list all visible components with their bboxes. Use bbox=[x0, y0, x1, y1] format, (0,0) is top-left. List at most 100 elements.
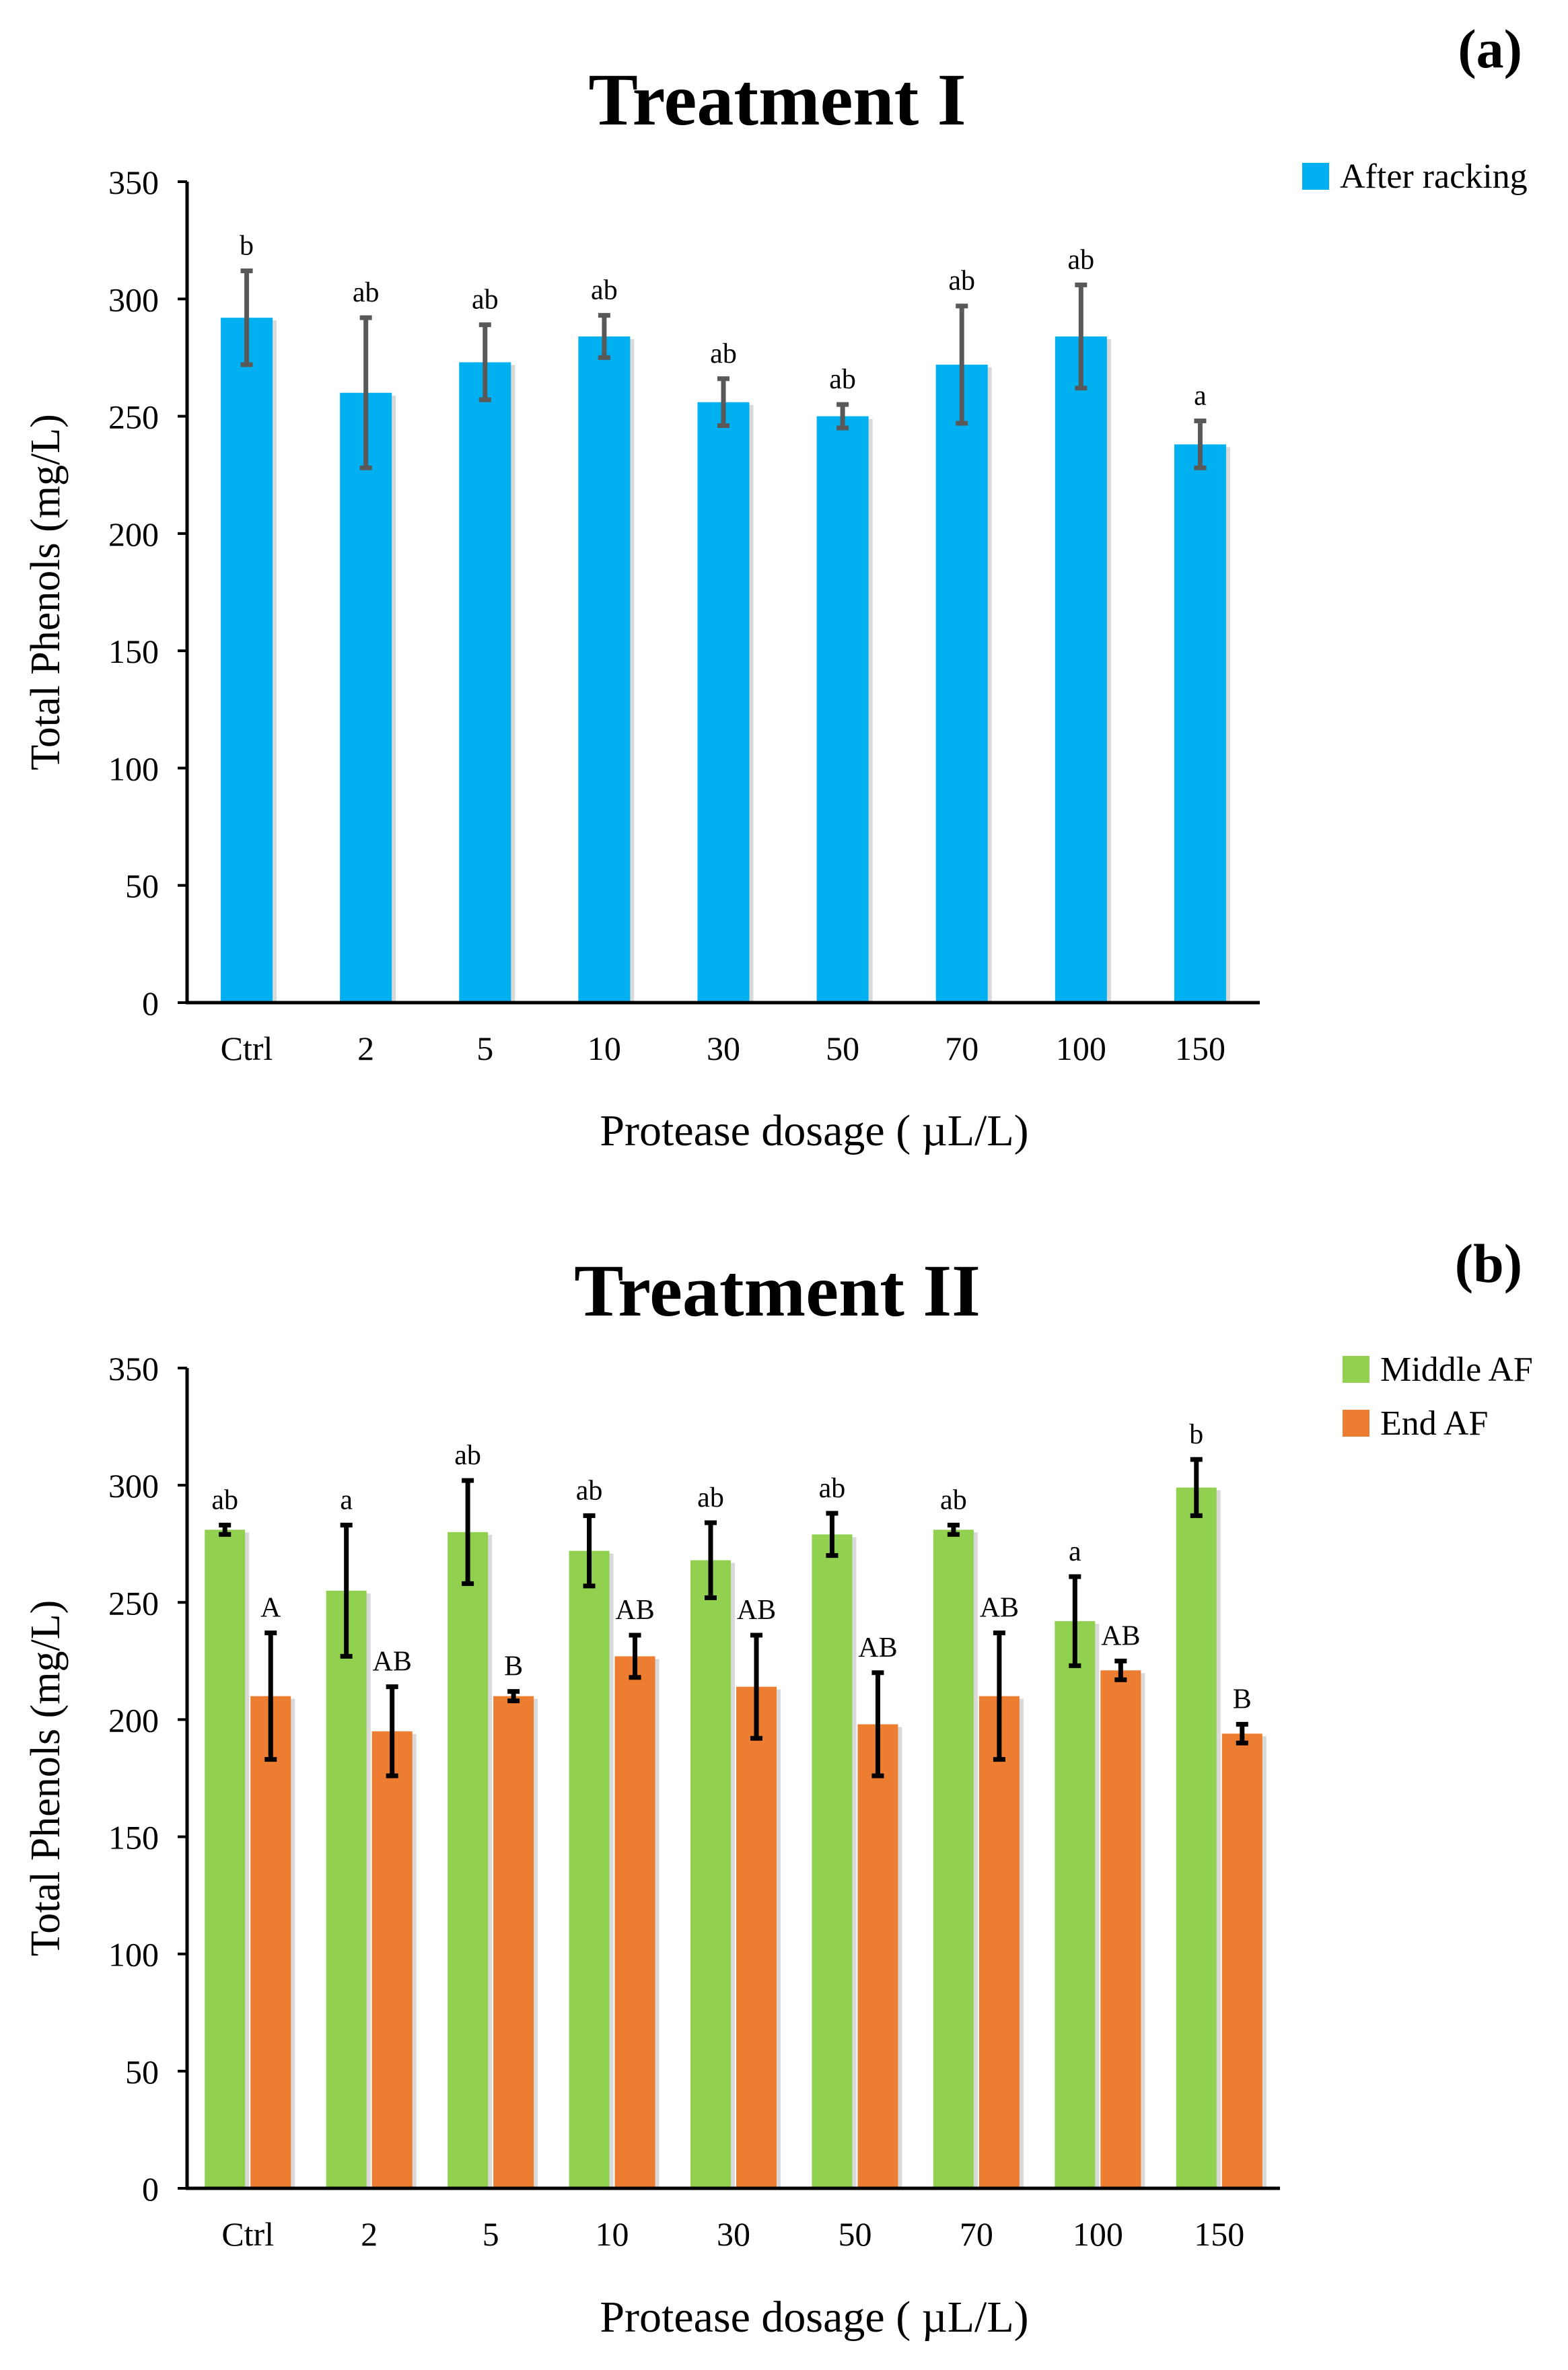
significance-letter: B bbox=[504, 1651, 523, 1682]
x-tick-label: 70 bbox=[945, 1030, 978, 1067]
significance-letter: ab bbox=[591, 275, 618, 306]
bar bbox=[250, 1696, 291, 2188]
y-tick-label: 350 bbox=[108, 164, 159, 201]
bar bbox=[1055, 336, 1107, 1003]
x-tick-label: 2 bbox=[361, 2215, 378, 2253]
significance-letter: AB bbox=[1101, 1620, 1140, 1651]
significance-letter: A bbox=[260, 1593, 281, 1624]
significance-letter: a bbox=[340, 1484, 353, 1515]
bar bbox=[935, 364, 988, 1003]
y-tick-label: 0 bbox=[142, 984, 159, 1022]
y-tick-label: 50 bbox=[125, 2053, 159, 2091]
chart-title: Treatment II bbox=[574, 1250, 981, 1332]
bar bbox=[1055, 1621, 1096, 2188]
y-tick-label: 50 bbox=[125, 867, 159, 905]
legend-label: Middle AF bbox=[1380, 1351, 1533, 1389]
bar bbox=[448, 1532, 489, 2188]
x-tick-label: 100 bbox=[1073, 2215, 1123, 2253]
bar bbox=[857, 1724, 898, 2188]
significance-letter: ab bbox=[353, 277, 380, 308]
significance-letter: ab bbox=[472, 285, 499, 316]
x-tick-label: 50 bbox=[826, 1030, 859, 1067]
legend-label: End AF bbox=[1380, 1404, 1488, 1443]
y-axis-label: Total Phenols (mg/L) bbox=[23, 1600, 69, 1956]
bar bbox=[493, 1696, 534, 2188]
bar bbox=[1174, 444, 1226, 1003]
x-tick-label: 150 bbox=[1175, 1030, 1225, 1067]
significance-letter: AB bbox=[980, 1593, 1019, 1624]
significance-letter: AB bbox=[858, 1632, 897, 1663]
significance-letter: a bbox=[1194, 381, 1207, 412]
x-tick-label: 2 bbox=[357, 1030, 374, 1067]
x-tick-label: 10 bbox=[587, 1030, 621, 1067]
x-tick-label: Ctrl bbox=[221, 2215, 274, 2253]
y-tick-label: 200 bbox=[108, 515, 159, 553]
bar bbox=[340, 392, 392, 1003]
x-tick-label: 30 bbox=[717, 2215, 750, 2253]
bar bbox=[697, 402, 750, 1003]
panel-label: (a) bbox=[1458, 18, 1522, 79]
significance-letter: ab bbox=[940, 1484, 967, 1515]
panel-label: (b) bbox=[1455, 1233, 1522, 1294]
x-tick-label: 10 bbox=[596, 2215, 629, 2253]
bar bbox=[326, 1590, 367, 2188]
y-tick-label: 200 bbox=[108, 1701, 159, 1739]
y-tick-label: 250 bbox=[108, 1584, 159, 1622]
bar bbox=[221, 318, 273, 1003]
significance-letter: ab bbox=[211, 1484, 238, 1515]
x-tick-label: 100 bbox=[1056, 1030, 1106, 1067]
bar bbox=[978, 1696, 1020, 2188]
y-tick-label: 250 bbox=[108, 398, 159, 436]
bar bbox=[371, 1731, 413, 2188]
chart-title: Treatment I bbox=[588, 59, 966, 141]
panel-a-chart: (a)Treatment I050100150200250300350Total… bbox=[23, 18, 1528, 1155]
bar bbox=[812, 1534, 853, 2188]
bar bbox=[578, 336, 631, 1003]
y-tick-label: 350 bbox=[108, 1350, 159, 1388]
significance-letter: ab bbox=[576, 1475, 603, 1506]
y-tick-label: 100 bbox=[108, 750, 159, 787]
significance-letter: ab bbox=[948, 266, 975, 297]
y-tick-label: 150 bbox=[108, 633, 159, 670]
panel-b-chart: (b)Treatment II050100150200250300350Tota… bbox=[23, 1233, 1533, 2342]
bar bbox=[1100, 1670, 1141, 2188]
y-axis-label: Total Phenols (mg/L) bbox=[23, 414, 69, 770]
bar bbox=[205, 1530, 246, 2188]
bar bbox=[933, 1530, 974, 2188]
significance-letter: b bbox=[1189, 1419, 1203, 1450]
bar bbox=[614, 1656, 655, 2188]
legend-label: After racking bbox=[1340, 157, 1528, 196]
bar bbox=[1221, 1733, 1262, 2188]
y-tick-label: 300 bbox=[108, 1467, 159, 1505]
y-tick-label: 100 bbox=[108, 1936, 159, 1974]
significance-letter: ab bbox=[697, 1482, 724, 1513]
legend-swatch bbox=[1302, 163, 1329, 190]
bar bbox=[690, 1560, 731, 2188]
y-tick-label: 300 bbox=[108, 281, 159, 318]
x-axis-label: Protease dosage ( µL/L) bbox=[600, 1106, 1028, 1155]
significance-letter: B bbox=[1233, 1684, 1252, 1715]
x-axis-label: Protease dosage ( µL/L) bbox=[600, 2293, 1028, 2342]
significance-letter: AB bbox=[372, 1647, 411, 1678]
x-tick-label: 5 bbox=[476, 1030, 493, 1067]
y-tick-label: 150 bbox=[108, 1819, 159, 1857]
significance-letter: a bbox=[1069, 1536, 1081, 1567]
significance-letter: b bbox=[240, 230, 254, 261]
bar bbox=[816, 416, 869, 1003]
bar bbox=[459, 362, 511, 1003]
x-tick-label: 50 bbox=[838, 2215, 871, 2253]
legend-swatch bbox=[1343, 1356, 1369, 1383]
x-tick-label: Ctrl bbox=[221, 1030, 273, 1067]
x-tick-label: 150 bbox=[1194, 2215, 1244, 2253]
bar bbox=[1176, 1487, 1217, 2188]
bar bbox=[569, 1550, 610, 2188]
x-tick-label: 30 bbox=[707, 1030, 740, 1067]
significance-letter: ab bbox=[819, 1473, 846, 1504]
significance-letter: ab bbox=[1068, 244, 1095, 275]
y-tick-label: 0 bbox=[142, 2170, 159, 2208]
x-tick-label: 5 bbox=[483, 2215, 499, 2253]
bar bbox=[736, 1686, 777, 2188]
legend-swatch bbox=[1343, 1410, 1369, 1437]
significance-letter: ab bbox=[710, 338, 737, 369]
